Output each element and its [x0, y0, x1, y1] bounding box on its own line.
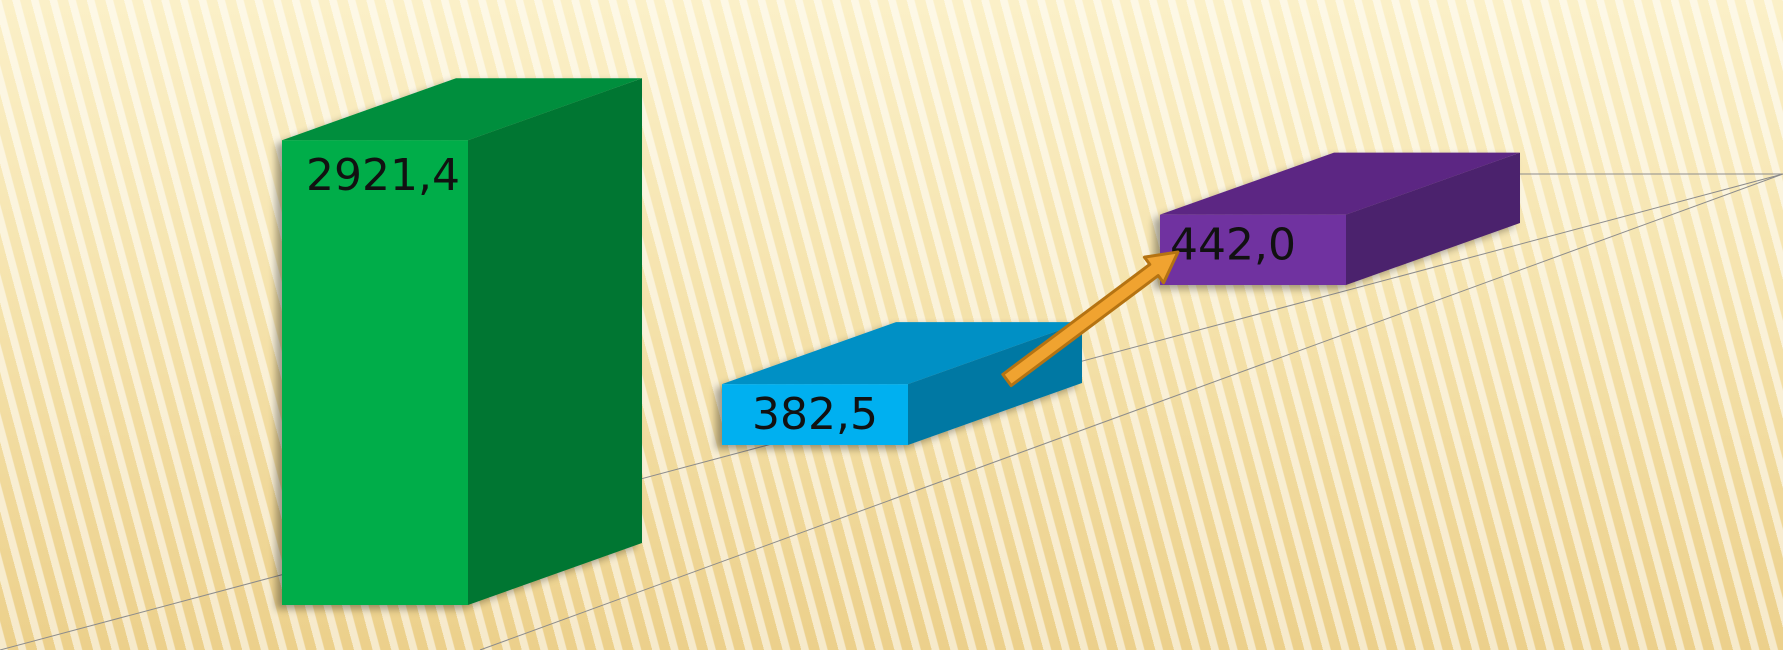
bar-3-top — [1160, 152, 1520, 215]
bar-3-side — [1346, 152, 1520, 285]
bar-1-side — [468, 78, 642, 605]
floor-line-front — [479, 173, 1783, 650]
bar-3-front — [1160, 214, 1346, 285]
bar-3 — [1160, 152, 1520, 285]
data-label-2: 382,5 — [752, 389, 878, 440]
bar-2-front — [722, 384, 908, 445]
bar-1-top — [282, 78, 642, 141]
bar-2-top — [722, 322, 1082, 385]
data-label-1: 2921,4 — [306, 150, 460, 201]
bars — [282, 78, 1520, 605]
bar-1 — [282, 78, 642, 605]
data-labels: 2921,4 382,5 442,0 — [306, 150, 1296, 440]
annotations — [1001, 250, 1180, 388]
arrow-annotation — [1001, 250, 1180, 388]
bar-1-front — [282, 140, 468, 605]
arrow-icon — [1001, 250, 1180, 388]
data-label-3: 442,0 — [1170, 220, 1296, 271]
